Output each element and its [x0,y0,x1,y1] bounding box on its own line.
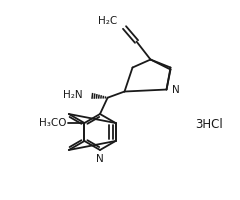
Text: N: N [172,85,179,95]
Text: 3HCl: 3HCl [195,118,223,132]
Text: H₃CO: H₃CO [39,117,66,128]
Text: H₂N: H₂N [63,90,82,100]
Text: N: N [96,154,104,164]
Text: H₂C: H₂C [98,16,118,26]
